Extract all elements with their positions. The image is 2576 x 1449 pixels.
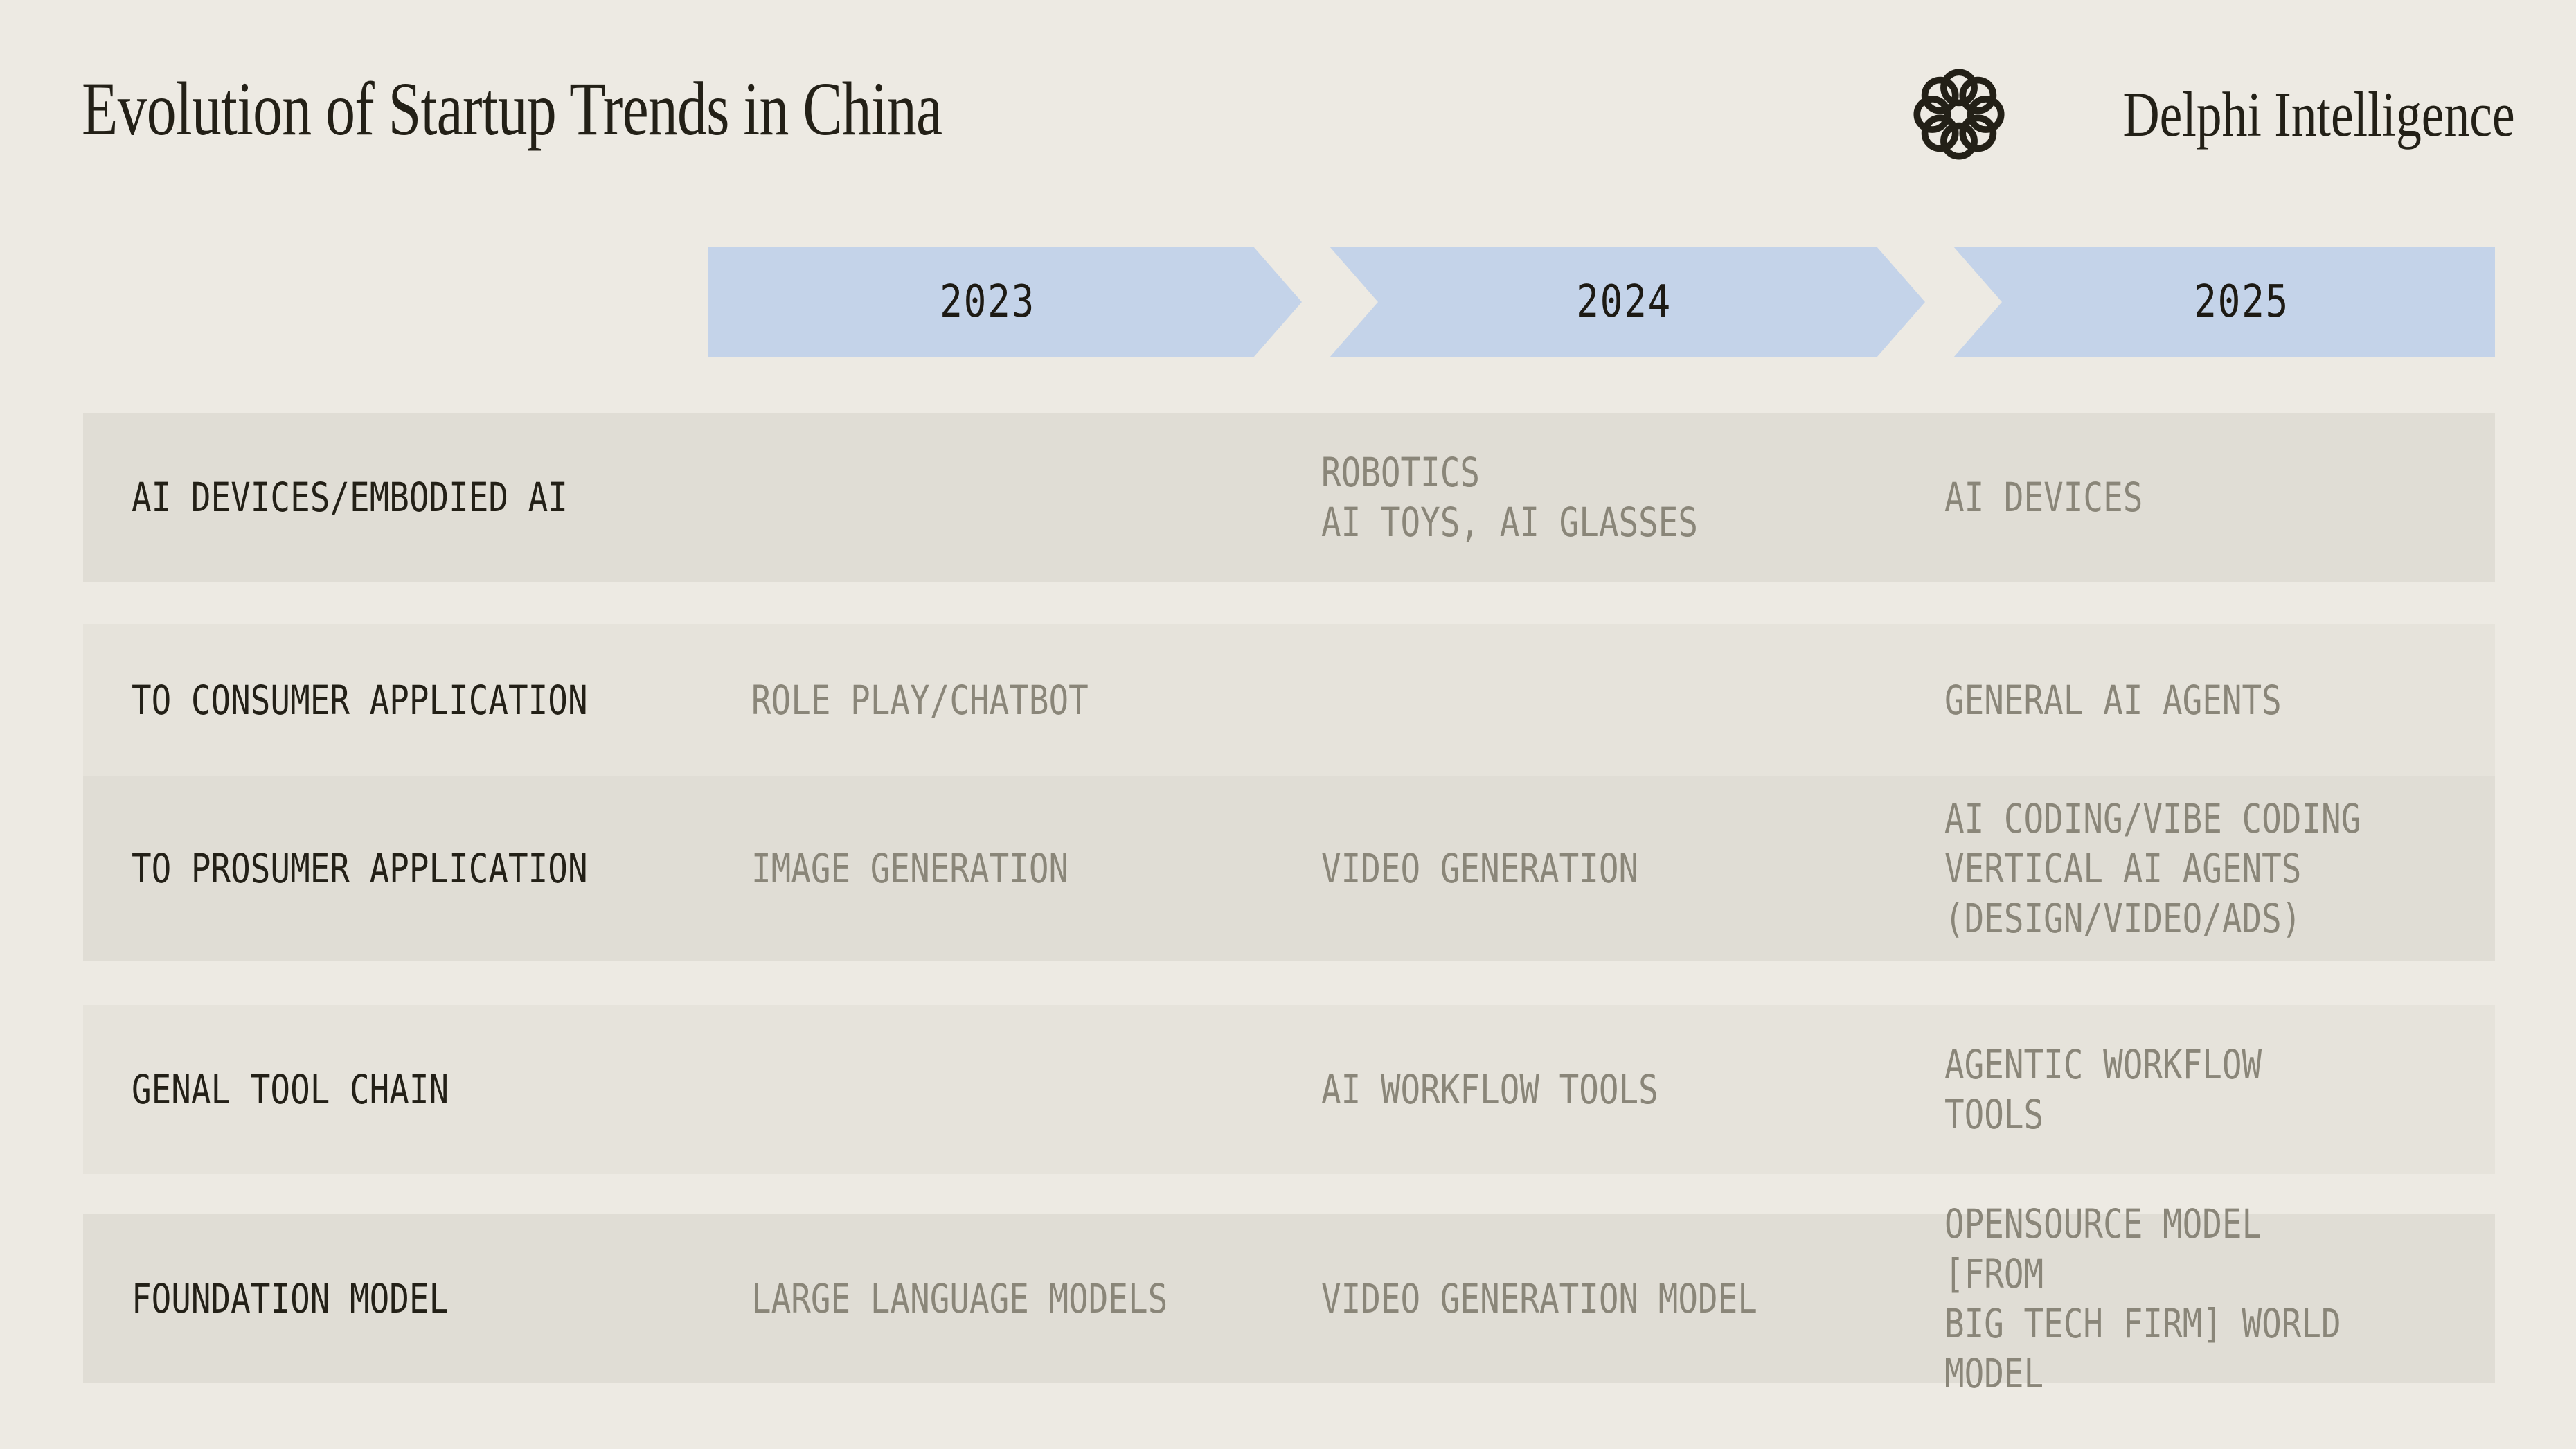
cell-2023 [708, 1005, 1316, 1174]
year-label: 2023 [940, 276, 1035, 328]
year-label: 2025 [2194, 276, 2289, 328]
cell-2024: ROBOTICS AI TOYS, AI GLASSES [1321, 449, 1699, 546]
cell-2023 [708, 413, 1316, 582]
row-label: GENAL TOOL CHAIN [132, 1066, 449, 1113]
row-label: TO PROSUMER APPLICATION [132, 844, 588, 892]
year-chevron-2023: 2023 [708, 247, 1302, 357]
brand-logo: Delphi Intelligence [1911, 66, 2515, 162]
year-label: 2024 [1576, 276, 1672, 328]
row-label: AI DEVICES/EMBODIED AI [132, 474, 568, 521]
cell-2025: OPENSOURCE MODEL [FROM BIG TECH FIRM] WO… [1944, 1200, 2341, 1397]
cell-2024: VIDEO GENERATION [1321, 844, 1639, 892]
cell-2024: VIDEO GENERATION MODEL [1321, 1275, 1757, 1322]
cell-2024: AI WORKFLOW TOOLS [1321, 1066, 1658, 1113]
knot-rosette-icon [1913, 69, 2005, 160]
cell-2025: GENERAL AI AGENTS [1944, 676, 2282, 724]
table-row-foundation-model: FOUNDATION MODEL LARGE LANGUAGE MODELS V… [83, 1200, 2495, 1397]
cell-2025: AI CODING/VIBE CODING VERTICAL AI AGENTS… [1944, 794, 2361, 942]
brand-name: Delphi Intelligence [2122, 79, 2515, 150]
table-row-prosumer-application: TO PROSUMER APPLICATION IMAGE GENERATION… [83, 776, 2495, 961]
cell-2025: AI DEVICES [1944, 474, 2143, 521]
cell-2023: IMAGE GENERATION [751, 844, 1069, 892]
table-row-tool-chain: GENAL TOOL CHAIN AI WORKFLOW TOOLS AGENT… [83, 1005, 2495, 1174]
page-title: Evolution of Startup Trends in China [82, 66, 942, 151]
year-chevron-2025: 2025 [1953, 247, 2495, 357]
row-label: FOUNDATION MODEL [132, 1275, 449, 1322]
cell-2025: AGENTIC WORKFLOW TOOLS [1944, 1041, 2262, 1138]
table-row-ai-devices: AI DEVICES/EMBODIED AI ROBOTICS AI TOYS,… [83, 413, 2495, 582]
cell-2024 [1316, 624, 1939, 776]
cell-2023: ROLE PLAY/CHATBOT [751, 676, 1089, 724]
year-chevron-2024: 2024 [1330, 247, 1925, 357]
row-label: TO CONSUMER APPLICATION [132, 676, 588, 724]
cell-2023: LARGE LANGUAGE MODELS [751, 1275, 1168, 1322]
table-row-consumer-application: TO CONSUMER APPLICATION ROLE PLAY/CHATBO… [83, 624, 2495, 776]
